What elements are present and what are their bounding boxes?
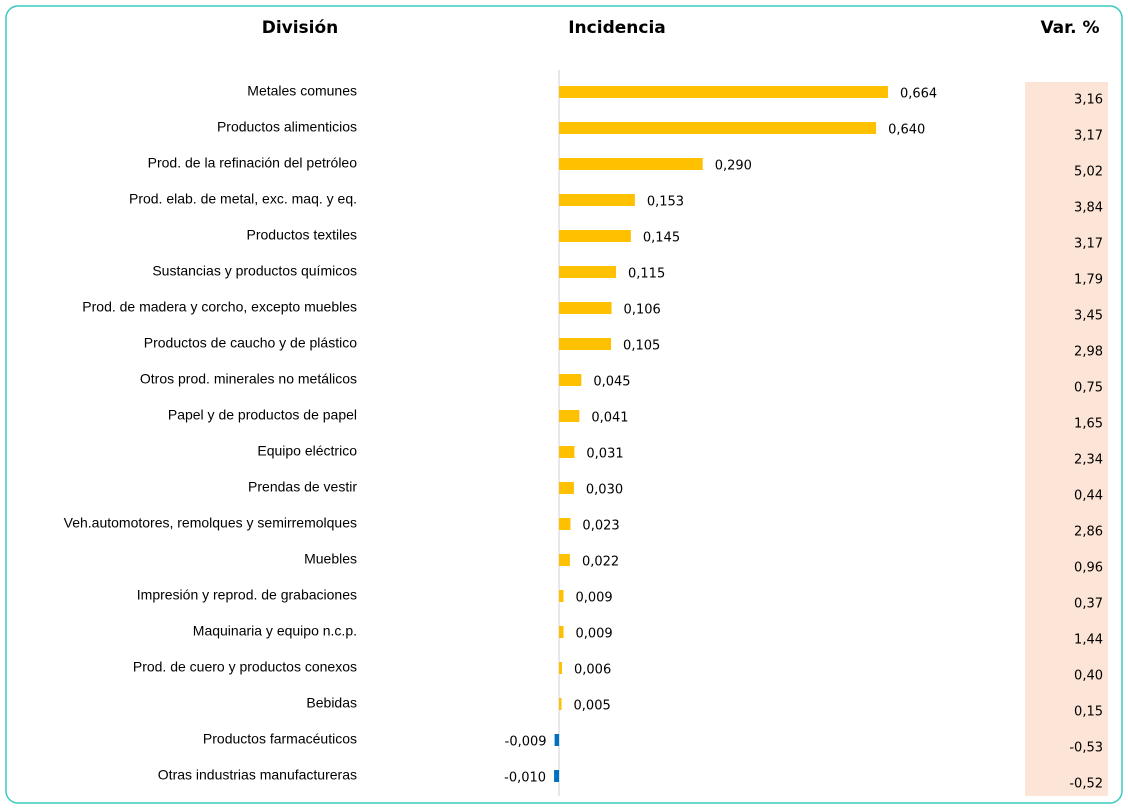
value-label: 0,023 <box>582 519 619 534</box>
var-value: 3,17 <box>1074 129 1103 144</box>
bar <box>559 410 580 422</box>
value-label: 0,145 <box>643 231 680 246</box>
value-label: 0,290 <box>715 159 752 174</box>
category-label: Otros prod. minerales no metálicos <box>140 371 357 387</box>
category-label: Prod. de cuero y productos conexos <box>133 659 357 675</box>
var-value: 2,98 <box>1074 345 1103 360</box>
var-value: 1,65 <box>1074 417 1103 432</box>
var-value: 3,17 <box>1074 237 1103 252</box>
category-label: Otras industrias manufactureras <box>158 767 357 783</box>
var-value: 0,37 <box>1074 597 1103 612</box>
var-value: 2,86 <box>1074 525 1103 540</box>
category-label: Metales comunes <box>247 83 357 99</box>
bar <box>559 518 571 530</box>
bar <box>559 662 563 674</box>
category-label: Productos alimenticios <box>217 119 357 135</box>
value-label: 0,009 <box>575 627 612 642</box>
bar <box>554 734 560 746</box>
category-label: Papel y de productos de papel <box>168 407 357 423</box>
category-label: Muebles <box>304 551 357 567</box>
var-value: 0,96 <box>1074 561 1103 576</box>
category-label: Impresión y reprod. de grabaciones <box>137 587 357 603</box>
value-label: 0,009 <box>575 591 612 606</box>
value-label: 0,105 <box>623 339 660 354</box>
value-label: 0,640 <box>888 123 925 138</box>
bar <box>559 374 582 386</box>
bar <box>559 626 564 638</box>
bar <box>559 158 703 170</box>
bar <box>559 554 570 566</box>
value-label: 0,106 <box>624 303 661 318</box>
category-label: Equipo eléctrico <box>257 443 357 459</box>
bar <box>554 770 560 782</box>
value-label: -0,009 <box>505 735 547 750</box>
bar <box>559 230 631 242</box>
var-value: 3,16 <box>1074 93 1103 108</box>
value-label: 0,030 <box>586 483 623 498</box>
category-label: Prod. elab. de metal, exc. maq. y eq. <box>129 191 357 207</box>
value-label: 0,006 <box>574 663 611 678</box>
value-label: -0,010 <box>504 771 546 786</box>
value-label: 0,664 <box>900 87 937 102</box>
var-value: -0,53 <box>1069 741 1103 756</box>
bar <box>559 482 574 494</box>
bar <box>559 302 612 314</box>
header: División <box>262 18 339 38</box>
category-label: Productos textiles <box>247 227 358 243</box>
category-label: Sustancias y productos químicos <box>152 263 357 279</box>
category-label: Prendas de vestir <box>248 479 357 495</box>
var-value: 3,84 <box>1074 201 1103 216</box>
value-label: 0,153 <box>647 195 684 210</box>
category-label: Bebidas <box>306 695 357 711</box>
category-label: Veh.automotores, remolques y semirremolq… <box>64 515 357 531</box>
category-label: Maquinaria y equipo n.c.p. <box>193 623 357 639</box>
var-value: 1,44 <box>1074 633 1103 648</box>
value-label: 0,022 <box>582 555 619 570</box>
var-value: 2,34 <box>1074 453 1103 468</box>
var-column-bg <box>1025 82 1108 796</box>
value-label: 0,041 <box>591 411 628 426</box>
category-label: Productos farmacéuticos <box>203 731 357 747</box>
bar <box>559 194 635 206</box>
var-value: 0,44 <box>1074 489 1103 504</box>
var-value: 0,15 <box>1074 705 1103 720</box>
bar <box>559 122 877 134</box>
var-value: -0,52 <box>1069 777 1103 792</box>
category-label: Prod. de madera y corcho, excepto mueble… <box>82 299 357 315</box>
header: Var. % <box>1040 18 1099 38</box>
category-label: Productos de caucho y de plástico <box>144 335 357 351</box>
var-value: 5,02 <box>1074 165 1103 180</box>
value-label: 0,115 <box>628 267 665 282</box>
bar <box>559 266 617 278</box>
frame <box>5 5 1123 804</box>
value-label: 0,031 <box>586 447 623 462</box>
var-value: 0,75 <box>1074 381 1103 396</box>
value-label: 0,005 <box>574 699 611 714</box>
bar <box>559 446 575 458</box>
var-value: 3,45 <box>1074 309 1103 324</box>
bar <box>559 698 562 710</box>
bar <box>559 590 564 602</box>
var-value: 1,79 <box>1074 273 1103 288</box>
header: Incidencia <box>568 18 666 38</box>
value-label: 0,045 <box>593 375 630 390</box>
bar <box>559 338 612 350</box>
category-label: Prod. de la refinación del petróleo <box>148 155 358 171</box>
var-value: 0,40 <box>1074 669 1103 684</box>
bar <box>559 86 888 98</box>
